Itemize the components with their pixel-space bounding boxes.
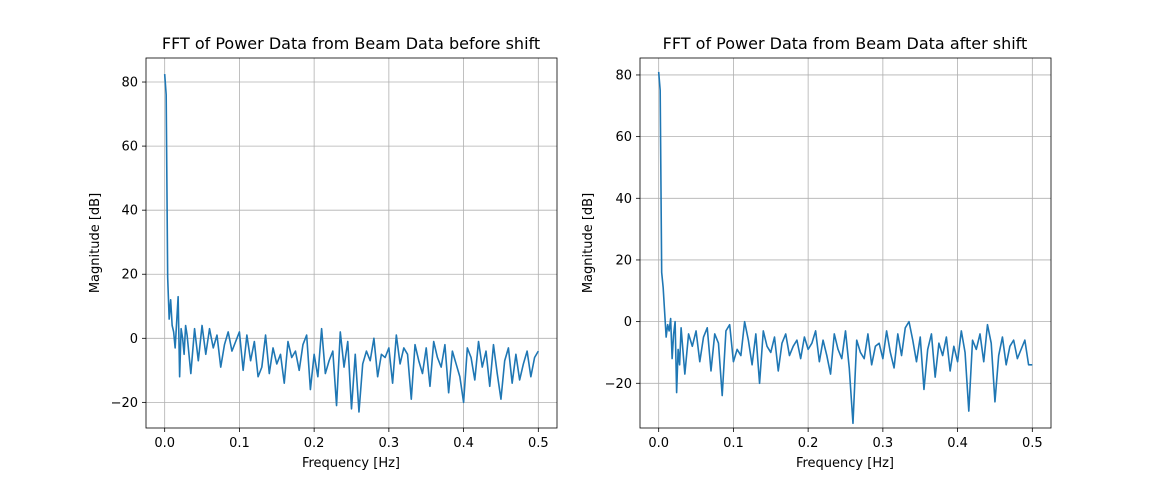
y-tick-label-after-shift: 80 [615,68,632,83]
x-tick-label-after-shift: 0.2 [798,436,819,451]
x-tick-label-after-shift: 0.1 [723,436,744,451]
x-tick-label-before-shift: 0.0 [154,436,175,451]
x-tick-label-after-shift: 0.3 [873,436,894,451]
plot-frame-after-shift [639,57,1052,429]
x-tick-label-before-shift: 0.2 [304,436,325,451]
y-tick-label-before-shift: 20 [121,268,138,283]
plot-frame-before-shift [145,57,558,429]
y-tick-label-after-shift: −20 [605,377,632,392]
x-axis-label-before-shift: Frequency [Hz] [302,456,400,471]
x-tick-label-after-shift: 0.4 [947,436,968,451]
x-tick-label-before-shift: 0.5 [528,436,549,451]
x-tick-label-before-shift: 0.1 [229,436,250,451]
y-tick-label-before-shift: −20 [111,396,138,411]
y-tick-label-before-shift: 0 [130,332,138,347]
y-axis-label-before-shift: Magnitude [dB] [88,193,103,293]
y-tick-label-after-shift: 40 [615,192,632,207]
chart-before-shift: FFT of Power Data from Beam Data before … [88,34,558,471]
y-tick-label-after-shift: 0 [624,315,632,330]
y-tick-label-after-shift: 60 [615,130,632,145]
x-tick-label-before-shift: 0.3 [379,436,400,451]
x-tick-label-before-shift: 0.4 [453,436,474,451]
y-tick-label-after-shift: 20 [615,253,632,268]
chart-title-before-shift: FFT of Power Data from Beam Data before … [162,34,540,53]
x-axis-label-after-shift: Frequency [Hz] [796,456,894,471]
y-axis-label-after-shift: Magnitude [dB] [581,193,596,293]
chart-after-shift: FFT of Power Data from Beam Data after s… [581,34,1052,471]
x-tick-label-after-shift: 0.0 [648,436,669,451]
x-tick-label-after-shift: 0.5 [1022,436,1043,451]
y-tick-label-before-shift: 60 [121,140,138,155]
chart-title-after-shift: FFT of Power Data from Beam Data after s… [663,34,1028,53]
series-line-before-shift [163,73,540,413]
y-tick-label-before-shift: 40 [121,204,138,219]
series-line-after-shift [657,71,1033,425]
y-tick-label-before-shift: 80 [121,76,138,91]
